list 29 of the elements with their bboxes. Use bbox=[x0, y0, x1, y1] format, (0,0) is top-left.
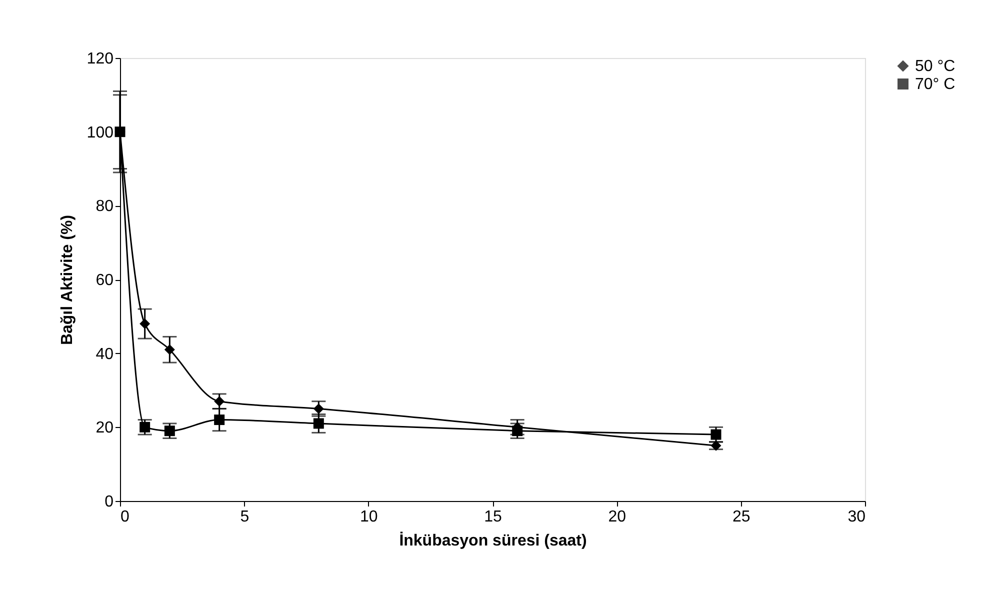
x-tick-label: 20 bbox=[608, 508, 626, 526]
point bbox=[313, 403, 324, 414]
legend-label: 50 °C bbox=[915, 58, 956, 75]
point bbox=[140, 318, 150, 330]
y-axis-title: Bağıl Aktivite (%) bbox=[58, 214, 76, 346]
y-tick-label: 80 bbox=[96, 198, 114, 216]
point bbox=[140, 422, 150, 432]
y-tick-label: 20 bbox=[96, 420, 114, 437]
point bbox=[214, 396, 225, 407]
x-tick-label: 15 bbox=[484, 508, 502, 526]
legend-label: 70° C bbox=[915, 76, 956, 93]
point bbox=[164, 426, 175, 436]
x-tick-label: 5 bbox=[240, 508, 250, 526]
point bbox=[164, 344, 175, 355]
x-tick-label: 25 bbox=[732, 508, 750, 526]
x-axis-title: İnkübasyon süresi (saat) bbox=[399, 532, 587, 550]
y-tick-label: 120 bbox=[86, 50, 114, 68]
x-tick-label: 10 bbox=[360, 508, 378, 526]
y-tick-label: 60 bbox=[96, 272, 114, 289]
point bbox=[313, 418, 324, 429]
point bbox=[512, 426, 523, 436]
y-tick-label: 100 bbox=[86, 124, 114, 142]
y-tick-label: 40 bbox=[96, 346, 114, 363]
point bbox=[214, 414, 225, 426]
x-tick-label: 0 bbox=[120, 508, 130, 526]
point bbox=[114, 126, 126, 138]
point bbox=[710, 429, 722, 440]
x-tick-label: 30 bbox=[848, 508, 866, 526]
y-tick-label: 0 bbox=[104, 494, 114, 510]
